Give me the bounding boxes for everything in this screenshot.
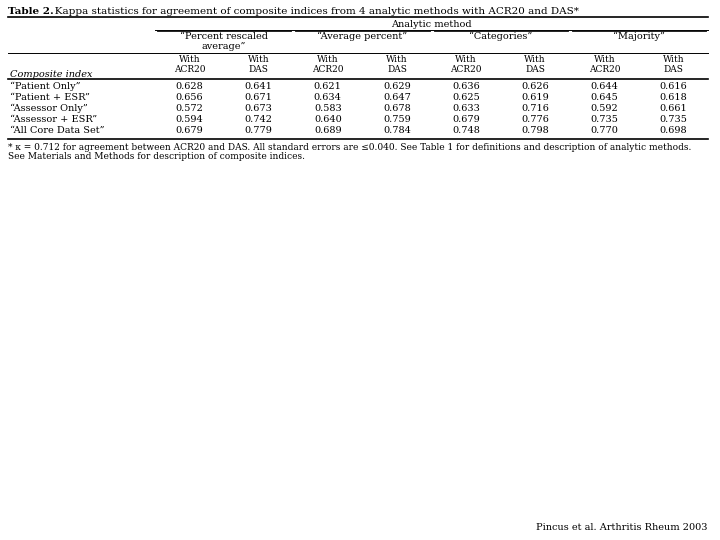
Text: “Majority”: “Majority” <box>613 32 665 42</box>
Text: 0.645: 0.645 <box>590 93 618 102</box>
Text: “Percent rescaled
average”: “Percent rescaled average” <box>180 32 268 51</box>
Text: See Materials and Methods for description of composite indices.: See Materials and Methods for descriptio… <box>8 152 305 161</box>
Text: 0.621: 0.621 <box>314 82 342 91</box>
Text: 0.742: 0.742 <box>245 115 273 124</box>
Text: 0.698: 0.698 <box>660 126 688 135</box>
Text: 0.784: 0.784 <box>383 126 411 135</box>
Text: With
ACR20: With ACR20 <box>588 55 620 75</box>
Text: Table 2.: Table 2. <box>8 7 54 16</box>
Text: Pincus et al. Arthritis Rheum 2003: Pincus et al. Arthritis Rheum 2003 <box>536 523 708 532</box>
Text: 0.661: 0.661 <box>660 104 688 113</box>
Text: 0.679: 0.679 <box>452 115 480 124</box>
Text: 0.633: 0.633 <box>452 104 480 113</box>
Text: 0.644: 0.644 <box>590 82 618 91</box>
Text: 0.640: 0.640 <box>314 115 342 124</box>
Text: Analytic method: Analytic method <box>391 20 472 29</box>
Text: 0.647: 0.647 <box>383 93 411 102</box>
Text: Composite index: Composite index <box>10 70 92 79</box>
Text: With
ACR20: With ACR20 <box>450 55 482 75</box>
Text: 0.779: 0.779 <box>245 126 273 135</box>
Text: “Assessor + ESR”: “Assessor + ESR” <box>10 115 97 124</box>
Text: * κ = 0.712 for agreement between ACR20 and DAS. All standard errors are ≤0.040.: * κ = 0.712 for agreement between ACR20 … <box>8 143 691 152</box>
Text: 0.594: 0.594 <box>176 115 204 124</box>
Text: Kappa statistics for agreement of composite indices from 4 analytic methods with: Kappa statistics for agreement of compos… <box>45 7 579 16</box>
Text: 0.735: 0.735 <box>590 115 618 124</box>
Text: 0.641: 0.641 <box>245 82 273 91</box>
Text: 0.634: 0.634 <box>314 93 342 102</box>
Text: 0.616: 0.616 <box>660 82 688 91</box>
Text: 0.583: 0.583 <box>314 104 342 113</box>
Text: 0.656: 0.656 <box>176 93 203 102</box>
Text: 0.673: 0.673 <box>245 104 273 113</box>
Text: 0.636: 0.636 <box>452 82 480 91</box>
Text: With
ACR20: With ACR20 <box>174 55 205 75</box>
Text: 0.689: 0.689 <box>314 126 341 135</box>
Text: 0.628: 0.628 <box>176 82 204 91</box>
Text: 0.748: 0.748 <box>452 126 480 135</box>
Text: 0.716: 0.716 <box>521 104 549 113</box>
Text: “Patient Only”: “Patient Only” <box>10 82 81 91</box>
Text: 0.629: 0.629 <box>383 82 411 91</box>
Text: 0.679: 0.679 <box>176 126 204 135</box>
Text: 0.678: 0.678 <box>383 104 411 113</box>
Text: 0.770: 0.770 <box>590 126 618 135</box>
Text: “Average percent”: “Average percent” <box>318 32 408 42</box>
Text: With
DAS: With DAS <box>386 55 408 75</box>
Text: “Assessor Only”: “Assessor Only” <box>10 104 88 113</box>
Text: 0.625: 0.625 <box>452 93 480 102</box>
Text: 0.798: 0.798 <box>521 126 549 135</box>
Text: 0.671: 0.671 <box>245 93 273 102</box>
Text: 0.618: 0.618 <box>660 93 688 102</box>
Text: “Categories”: “Categories” <box>469 32 532 42</box>
Text: With
DAS: With DAS <box>524 55 546 75</box>
Text: “Patient + ESR”: “Patient + ESR” <box>10 93 90 102</box>
Text: With
ACR20: With ACR20 <box>312 55 343 75</box>
Text: 0.592: 0.592 <box>590 104 618 113</box>
Text: With
DAS: With DAS <box>662 55 684 75</box>
Text: 0.759: 0.759 <box>383 115 411 124</box>
Text: 0.619: 0.619 <box>521 93 549 102</box>
Text: 0.776: 0.776 <box>521 115 549 124</box>
Text: With
DAS: With DAS <box>248 55 269 75</box>
Text: 0.626: 0.626 <box>521 82 549 91</box>
Text: “All Core Data Set”: “All Core Data Set” <box>10 126 104 135</box>
Text: 0.735: 0.735 <box>660 115 688 124</box>
Text: 0.572: 0.572 <box>176 104 204 113</box>
